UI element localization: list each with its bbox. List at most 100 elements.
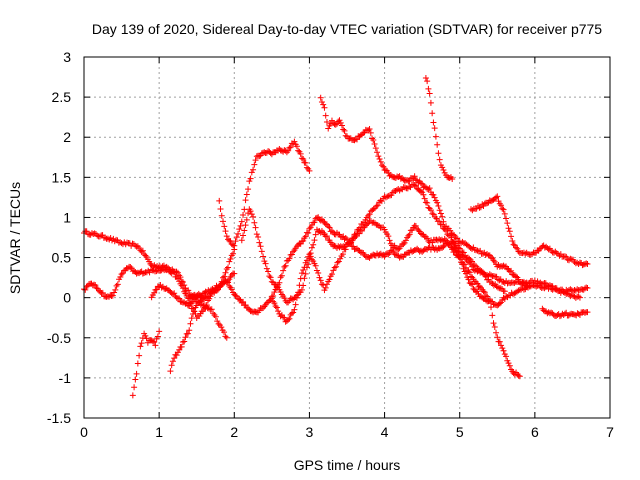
data-point	[486, 297, 493, 304]
data-point	[427, 99, 434, 106]
data-point	[326, 276, 333, 283]
data-point	[351, 137, 358, 144]
data-point	[223, 266, 230, 273]
data-point	[260, 304, 267, 311]
data-point	[214, 318, 221, 325]
data-point	[288, 310, 295, 317]
data-point	[152, 342, 159, 349]
data-points	[81, 75, 591, 399]
x-tick-labels: 0 1 2 3 4 5 6 7	[80, 424, 614, 440]
data-point	[510, 370, 517, 377]
data-point	[451, 249, 458, 256]
data-point	[376, 156, 383, 163]
data-point	[466, 259, 473, 266]
data-point	[186, 302, 193, 309]
y-tick-label: -1	[59, 370, 72, 386]
data-point	[425, 204, 432, 211]
chart-title: Day 139 of 2020, Sidereal Day-to-day VTE…	[92, 21, 602, 37]
data-point	[387, 247, 394, 254]
data-point	[127, 264, 134, 271]
data-point	[453, 235, 460, 242]
data-point	[307, 253, 314, 260]
data-point	[241, 206, 248, 213]
data-point	[371, 141, 378, 148]
data-point	[332, 121, 339, 128]
data-point	[303, 164, 310, 171]
data-point	[524, 282, 531, 289]
data-point	[404, 177, 411, 184]
data-point	[199, 296, 206, 303]
data-point	[251, 161, 258, 168]
data-point	[425, 237, 432, 244]
data-point	[302, 270, 309, 277]
data-point	[470, 285, 477, 292]
data-point	[93, 284, 100, 291]
data-point	[411, 173, 418, 180]
data-point	[256, 153, 263, 160]
data-point	[293, 143, 300, 150]
data-point	[344, 241, 350, 248]
data-point	[242, 197, 249, 204]
data-point	[449, 246, 456, 253]
data-point	[396, 254, 403, 261]
data-point	[469, 207, 476, 214]
data-point	[576, 312, 583, 319]
data-point	[221, 273, 228, 280]
data-point	[181, 299, 188, 306]
data-point	[579, 262, 586, 269]
data-point	[119, 270, 126, 277]
data-point	[431, 194, 438, 201]
data-point	[424, 235, 431, 242]
data-point	[499, 345, 506, 352]
data-point	[506, 362, 513, 369]
data-point	[283, 149, 290, 156]
data-point	[462, 264, 469, 271]
data-point	[253, 231, 260, 238]
data-point	[233, 234, 240, 241]
data-point	[431, 125, 438, 132]
data-point	[429, 110, 436, 117]
data-point	[132, 242, 139, 249]
data-point	[490, 320, 497, 327]
data-point	[298, 270, 305, 277]
data-point	[255, 234, 262, 241]
data-point	[240, 298, 247, 305]
data-point	[469, 263, 476, 270]
x-tick-label: 1	[155, 424, 163, 440]
data-point	[475, 284, 482, 291]
data-point	[402, 237, 409, 244]
data-point	[426, 185, 433, 192]
data-point	[561, 253, 568, 260]
data-point	[311, 219, 318, 226]
data-point	[201, 306, 208, 313]
data-point	[320, 281, 327, 288]
data-point	[561, 289, 568, 296]
data-point	[169, 358, 176, 365]
data-point	[118, 240, 125, 247]
data-point	[137, 343, 144, 350]
data-point	[374, 202, 381, 209]
data-point	[113, 282, 120, 289]
data-point	[205, 287, 212, 294]
data-point	[141, 251, 148, 258]
data-point	[412, 222, 419, 229]
data-point	[252, 224, 259, 231]
data-point	[568, 292, 575, 299]
data-point	[410, 247, 417, 254]
data-point	[359, 227, 366, 234]
data-point	[266, 148, 273, 155]
data-point	[531, 277, 538, 284]
data-point	[151, 289, 158, 296]
data-point	[415, 227, 422, 234]
data-point	[286, 315, 293, 322]
data-point	[436, 156, 443, 163]
data-point	[434, 141, 441, 148]
data-point	[430, 211, 437, 218]
data-point	[511, 279, 518, 286]
data-point	[452, 234, 459, 241]
data-point	[409, 227, 416, 234]
series-track-l	[467, 193, 591, 269]
y-tick-label: 0.5	[52, 250, 72, 266]
data-point	[136, 352, 143, 359]
series-track-k	[422, 75, 456, 182]
